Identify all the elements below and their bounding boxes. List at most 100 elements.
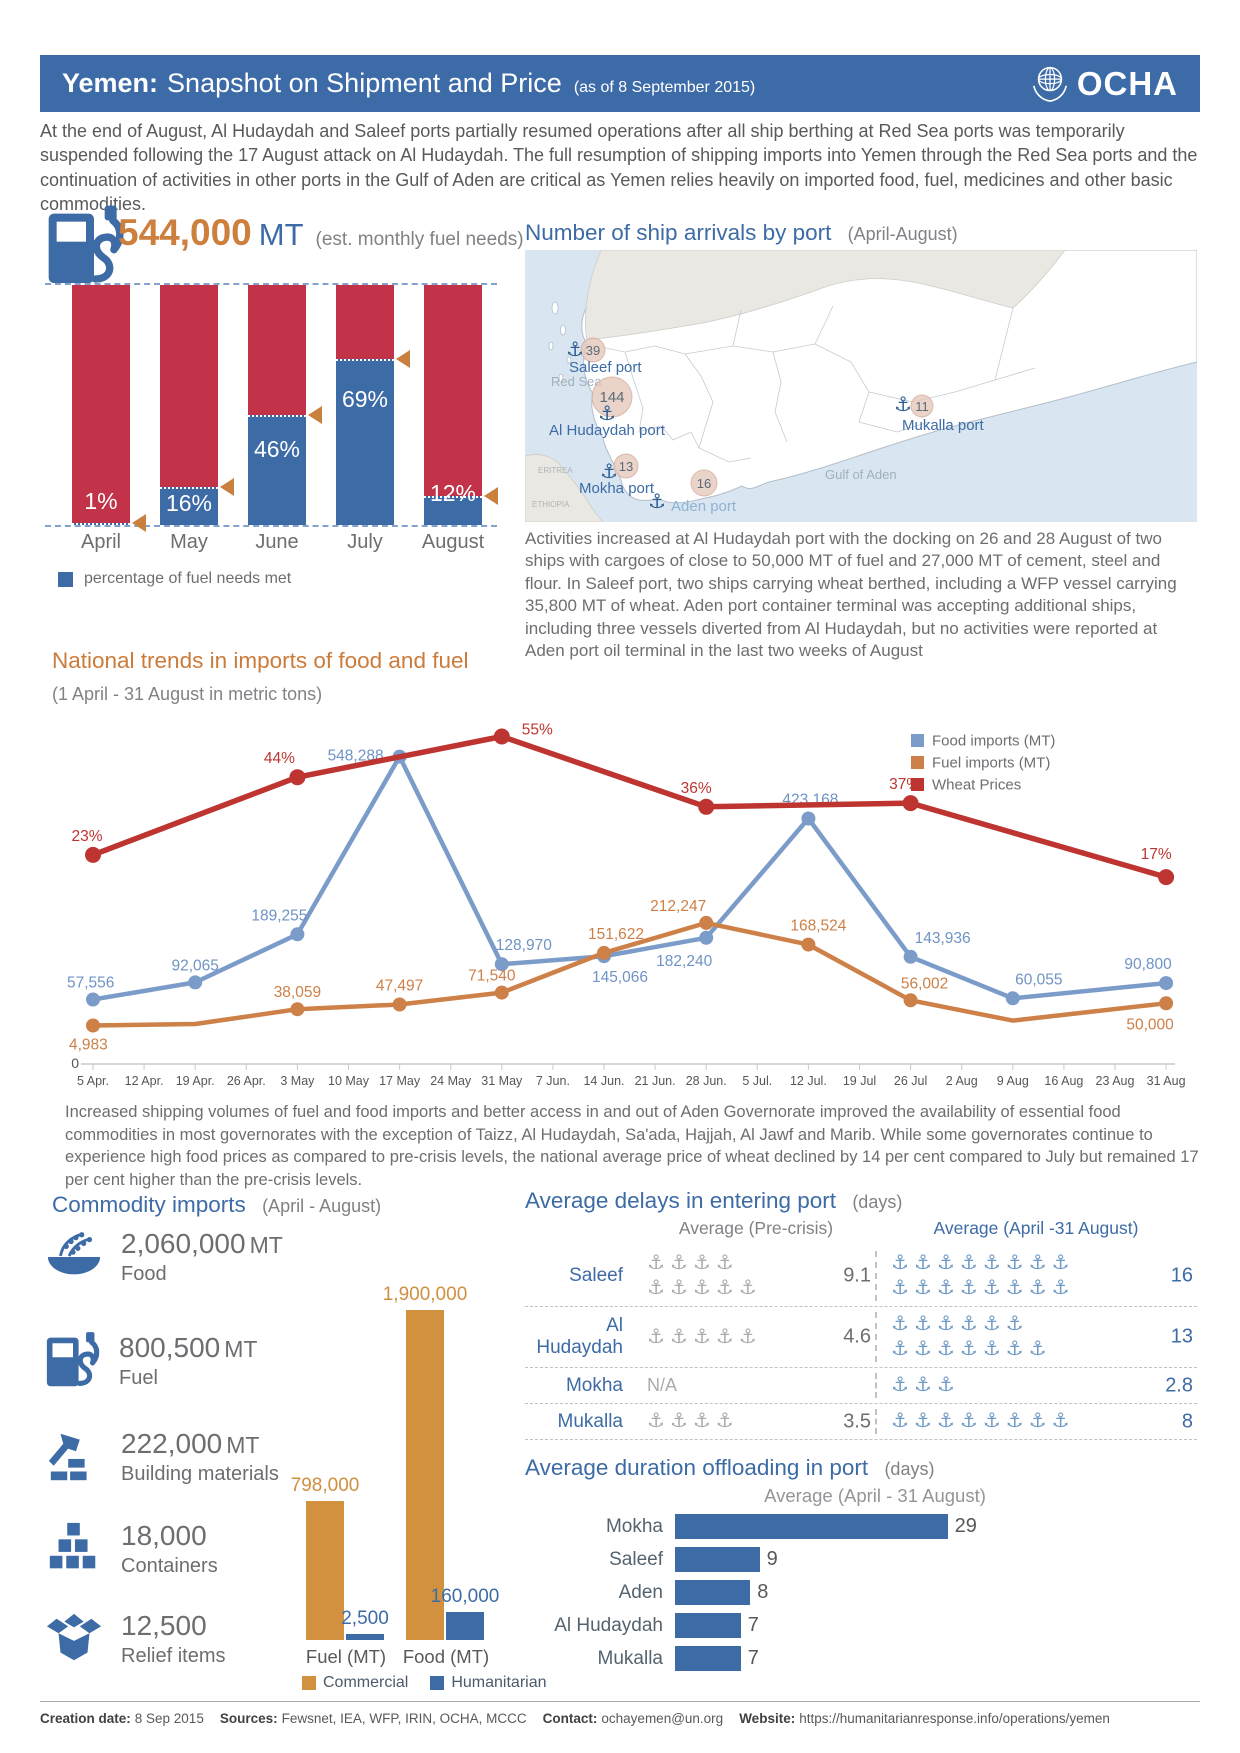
trend-point-label: 92,065 xyxy=(171,957,218,974)
commodity-stat-label: Food xyxy=(121,1263,167,1285)
offloading-port-label: Aden xyxy=(618,1581,663,1603)
trend-point-label: 17% xyxy=(1141,846,1172,863)
commodity-stat-unit: MT xyxy=(224,1336,258,1362)
commodity-period: (April - August) xyxy=(262,1196,382,1216)
commodity-title-text: Commodity imports xyxy=(52,1192,246,1217)
commodity-stat-value-row: 222,000 MT xyxy=(121,1428,279,1460)
anchor-icons-row: ⚓⚓⚓⚓⚓⚓ xyxy=(891,1313,1029,1335)
fuel-bar-met-segment xyxy=(160,486,218,525)
header-bar: Yemen: Snapshot on Shipment and Price (a… xyxy=(40,55,1200,112)
fuel-needs-chart: 1% April 16% May 46% June 69% July 12% August xyxy=(45,283,498,553)
commodity-bar-chart: 798,000 2,500 Fuel (MT) 1,900,000 160,000 Foo… xyxy=(291,1280,547,1700)
title-country: Yemen: xyxy=(62,68,159,98)
port-count-value: 13 xyxy=(619,459,633,474)
legend-swatch xyxy=(911,734,924,747)
map-eritrea-ethiopia xyxy=(525,454,604,522)
x-axis-tick-label: 23 Aug xyxy=(1096,1074,1135,1088)
commodity-stat-text: 18,000 Containers xyxy=(121,1520,218,1578)
commodity-stat: 222,000 MT Building materials xyxy=(45,1428,279,1486)
fuel-bar-met-segment xyxy=(336,359,394,525)
port-count-bubble xyxy=(613,453,639,479)
commodity-stat-text: 800,500 MT Fuel xyxy=(119,1332,257,1390)
legend-item: Commercial xyxy=(302,1674,408,1692)
fuel-month-label: May xyxy=(170,531,208,553)
port-name-label: Mukalla port xyxy=(902,417,985,434)
trend-point xyxy=(801,811,816,826)
commodity-stat-label: Relief items xyxy=(121,1645,226,1667)
trend-point-label: 38,059 xyxy=(274,984,321,1001)
trend-point-label: 128,970 xyxy=(496,937,552,954)
x-axis-tick-label: 5 Jul. xyxy=(742,1074,772,1088)
legend-swatch xyxy=(430,1676,445,1690)
anchor-icon: ⚓ xyxy=(566,339,584,361)
delay-period-cell: ⚓⚓⚓⚓⚓⚓⚓⚓ 8 xyxy=(875,1409,1197,1434)
bar-value-label: 798,000 xyxy=(290,1475,360,1497)
offloading-value: 7 xyxy=(747,1614,759,1636)
trend-point xyxy=(86,1018,100,1033)
fuel-bar: 1% xyxy=(72,285,146,532)
commodity-stat-text: 222,000 MT Building materials xyxy=(121,1428,279,1486)
anchor-icon: ⚓ xyxy=(894,394,912,416)
offloading-value: 8 xyxy=(757,1581,769,1603)
trend-point xyxy=(1159,996,1174,1011)
x-axis-tick-label: 9 Aug xyxy=(997,1074,1029,1088)
map-sea-label: Gulf of Aden xyxy=(825,467,897,482)
commodity-stat-value: 12,500 xyxy=(121,1610,207,1641)
anchor-icons-row: ⚓⚓⚓⚓⚓ xyxy=(647,1277,762,1299)
x-axis-tick-label: 24 May xyxy=(430,1074,472,1088)
un-emblem-icon xyxy=(1029,60,1071,107)
anchor-icon: ⚓ xyxy=(598,403,616,425)
trend-point-label: 55% xyxy=(522,722,553,739)
offloading-bar xyxy=(675,1580,751,1605)
trends-title: National trends in imports of food and f… xyxy=(52,648,469,673)
map-sea-label: Red Sea xyxy=(551,374,602,389)
offloading-port-label: Mokha xyxy=(605,1515,663,1537)
trend-point-label: 151,622 xyxy=(588,926,644,943)
trend-point-label: 4,983 xyxy=(69,1037,108,1054)
delay-period-value: 13 xyxy=(1170,1325,1193,1348)
x-axis-tick-label: 2 Aug xyxy=(946,1074,978,1088)
bar-group-label: Food (MT) xyxy=(402,1646,490,1667)
x-axis-tick-label: 3 May xyxy=(280,1074,315,1088)
commodity-stat-unit: MT xyxy=(226,1432,260,1458)
ship-arrivals-title: Number of ship arrivals by port (April-A… xyxy=(525,220,958,246)
title-date: (as of 8 September 2015) xyxy=(573,79,756,96)
commodity-stat-value-row: 18,000 xyxy=(121,1520,218,1552)
offloading-value: 9 xyxy=(766,1548,778,1570)
commodity-stat-unit: MT xyxy=(249,1232,283,1258)
commodity-stat: 2,060,000 MT Food xyxy=(45,1228,283,1286)
commodity-stats-list: 2,060,000 MT Food 800,500 MT Fuel 222,000 MT Bui… xyxy=(45,1222,303,1692)
anchor-icons-row: ⚓⚓⚓⚓⚓⚓⚓⚓ xyxy=(891,1252,1075,1274)
trend-point-label: 44% xyxy=(264,750,295,767)
footer-contact: Contact: ochayemen@un.org xyxy=(542,1711,724,1726)
legend-label: Food imports (MT) xyxy=(932,733,1055,750)
trend-point-label: 60,055 xyxy=(1015,971,1062,988)
trend-point xyxy=(493,728,510,745)
anchor-icons-row: ⚓⚓⚓⚓ xyxy=(647,1252,739,1274)
commodity-stat-label: Fuel xyxy=(119,1367,158,1389)
offloading-row: Saleef 9 xyxy=(525,1543,1225,1576)
trend-point xyxy=(290,927,305,942)
ship-arrivals-title-text: Number of ship arrivals by port xyxy=(525,220,832,245)
legend-label: Commercial xyxy=(323,1674,409,1691)
offloading-bar xyxy=(675,1646,741,1671)
bar-value-label: 2,500 xyxy=(341,1608,389,1629)
trend-point xyxy=(392,997,407,1012)
x-axis-tick-label: 19 Jul xyxy=(843,1074,876,1088)
anchor-icons-row: ⚓⚓⚓⚓⚓⚓⚓⚓ xyxy=(891,1277,1075,1299)
trend-point xyxy=(86,992,100,1007)
commodity-stat-value: 800,500 xyxy=(119,1332,221,1363)
humanitarian-bar xyxy=(346,1634,384,1640)
port-count-value: 11 xyxy=(915,399,929,414)
delay-period-cell: ⚓⚓⚓⚓⚓⚓ ⚓⚓⚓⚓⚓⚓⚓ 13 xyxy=(875,1312,1197,1362)
port-count-value: 39 xyxy=(586,343,600,358)
delays-title: Average delays in entering port (days) xyxy=(525,1188,902,1214)
fuel-legend-swatch xyxy=(58,571,73,587)
map-port: 144⚓Al Hudaydah port xyxy=(549,376,666,439)
commodity-stat-label: Containers xyxy=(121,1555,218,1577)
legend-label: Wheat Prices xyxy=(932,777,1021,794)
fuel-month-label: July xyxy=(347,531,383,553)
fuel-bar-met-segment xyxy=(424,496,482,525)
anchor-icons-row: ⚓⚓⚓⚓⚓⚓⚓ xyxy=(891,1338,1052,1360)
